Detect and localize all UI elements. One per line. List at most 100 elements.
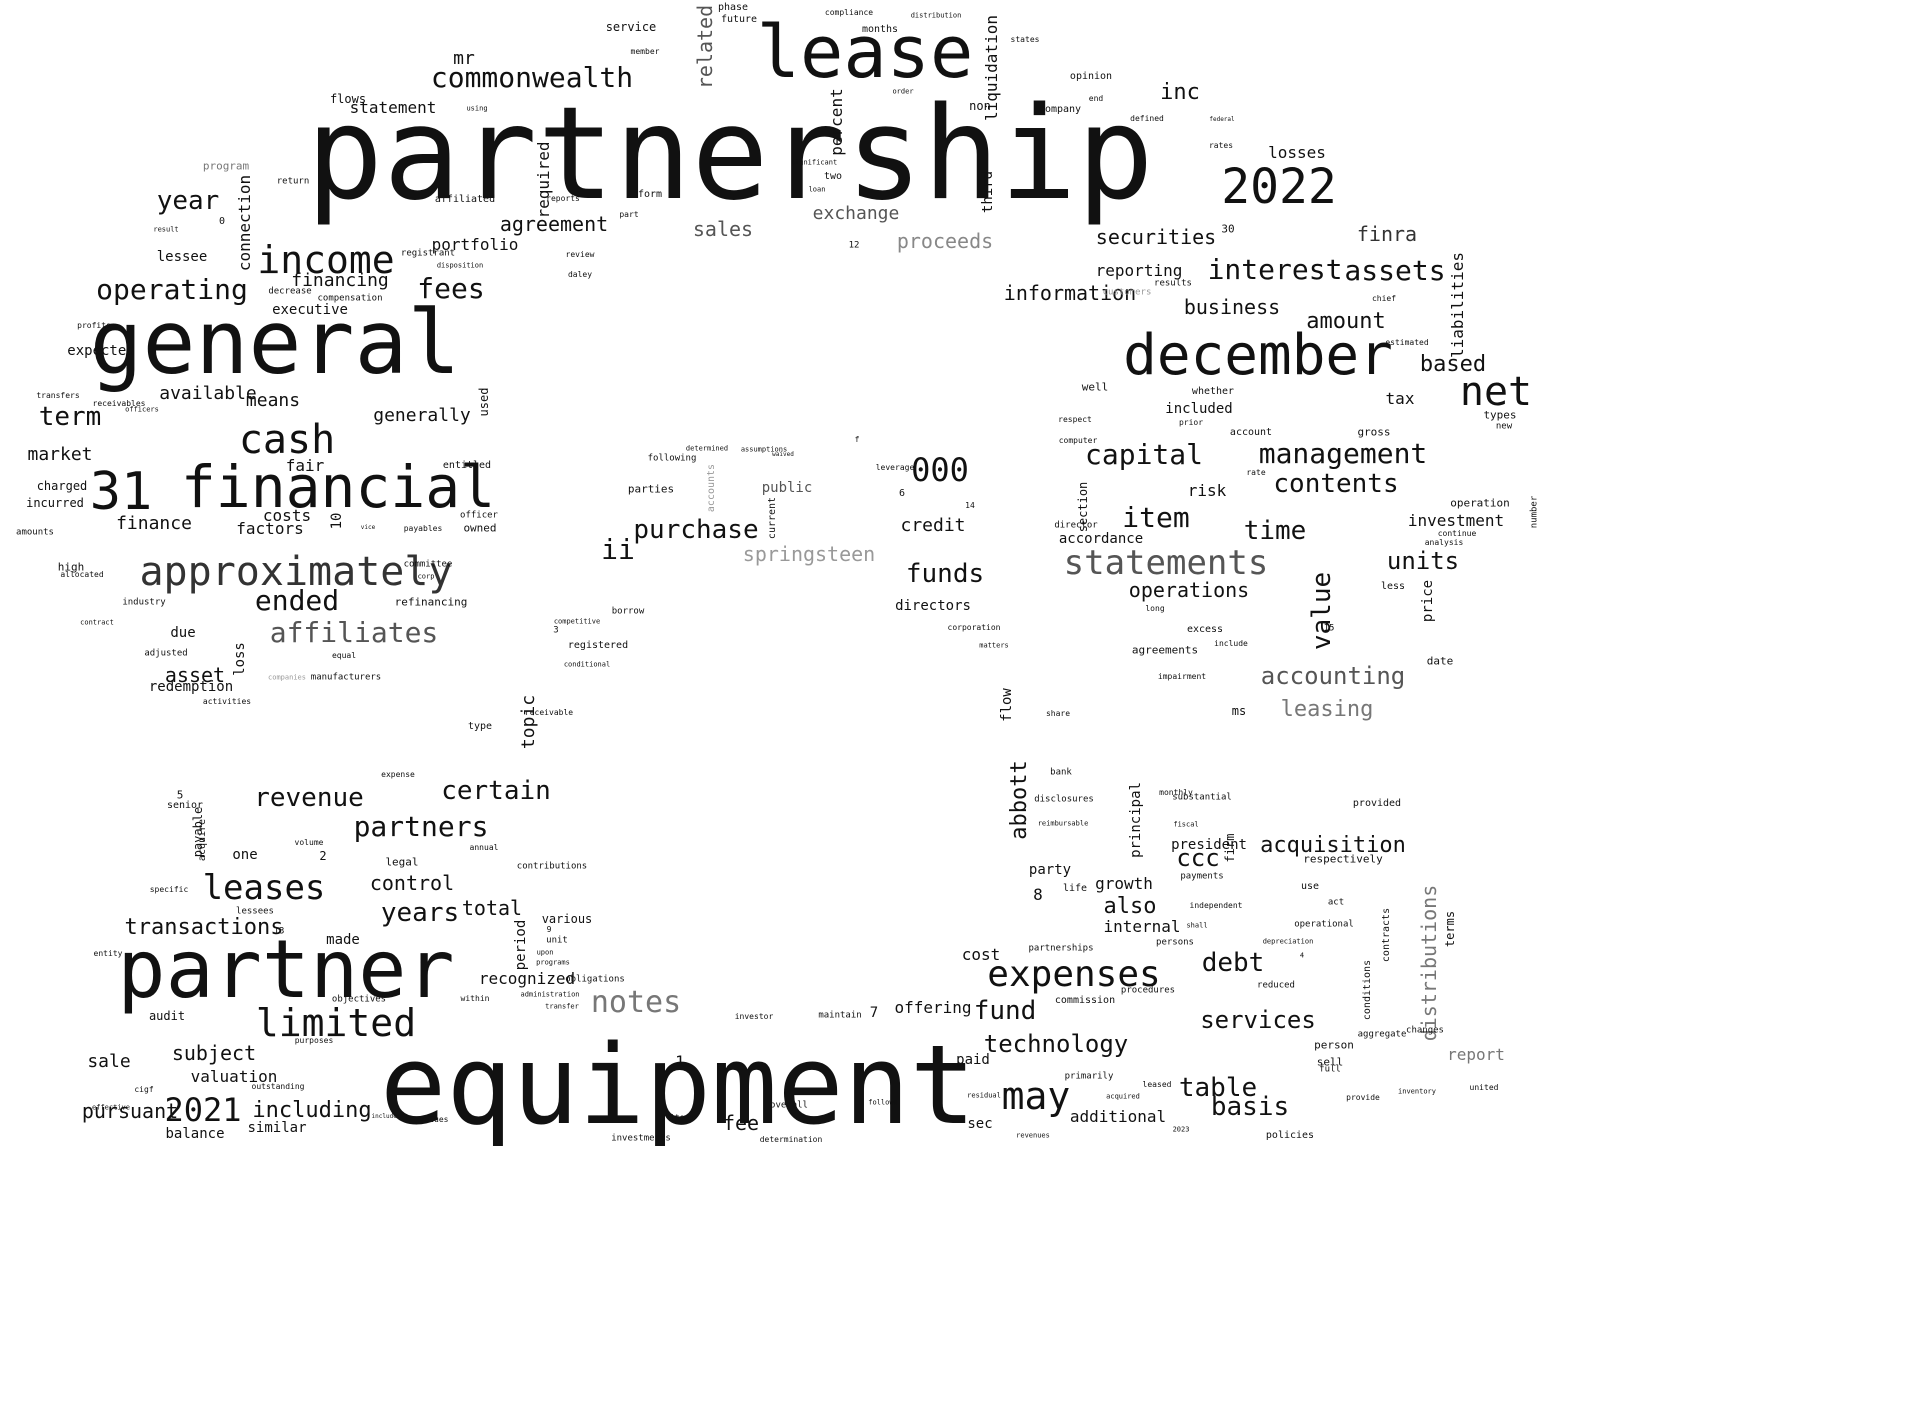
cloud-word: 3 [553, 625, 559, 636]
cloud-word: connection [235, 174, 254, 272]
cloud-word: item [1122, 501, 1190, 534]
cloud-word: risk [1187, 481, 1227, 500]
cloud-word: allocated [60, 570, 104, 579]
cloud-word: ms [1231, 704, 1247, 718]
cloud-word: units [1386, 547, 1460, 575]
cloud-word: exchange [812, 203, 900, 224]
cloud-word: rate [1246, 468, 1266, 477]
cloud-word: funds [905, 559, 985, 589]
cloud-word: daley [567, 270, 593, 279]
cloud-word: registered [567, 640, 629, 651]
cloud-word: subject [171, 1041, 257, 1065]
cloud-word: revenue [254, 783, 364, 813]
cloud-word: borrow [611, 606, 645, 617]
cloud-word: respect [1058, 415, 1092, 424]
cloud-word: shall [1186, 921, 1208, 930]
cloud-word: entity [93, 949, 123, 958]
cloud-word: prior [1178, 418, 1204, 427]
cloud-word: year [156, 186, 220, 216]
cloud-word: transfer [545, 1002, 579, 1011]
cloud-word: services [1200, 1006, 1316, 1034]
cloud-word: accordance [1058, 531, 1144, 547]
cloud-word: 2021 [164, 1091, 242, 1129]
cloud-word: reduced [1257, 980, 1295, 991]
cloud-word: including [252, 1098, 372, 1123]
cloud-word: assets [1344, 254, 1446, 287]
cloud-word: matters [979, 641, 1009, 650]
cloud-word: period [513, 919, 529, 971]
cloud-word: loss [232, 642, 248, 676]
cloud-word: paid [956, 1052, 990, 1068]
cloud-word: months [861, 24, 899, 35]
cloud-word: valuation [190, 1067, 278, 1086]
cloud-word: investor [734, 1012, 774, 1021]
cloud-word: investment [1407, 511, 1505, 530]
cloud-word: volume [294, 838, 324, 847]
cloud-word: audit [148, 1009, 186, 1023]
cloud-word: president [1171, 837, 1247, 853]
cloud-word: made [326, 932, 360, 948]
cloud-word: less [1380, 581, 1406, 592]
cloud-word: full [1319, 1064, 1341, 1075]
cloud-word: future [720, 14, 758, 25]
cloud-word: provide [1346, 1093, 1380, 1102]
cloud-word: computer [1058, 436, 1098, 445]
cloud-word: losses [1268, 143, 1326, 162]
cloud-word: means [245, 390, 301, 411]
cloud-word: current [767, 496, 778, 540]
cloud-word: residual [967, 1091, 1001, 1100]
cloud-word: assumptions [740, 445, 788, 454]
cloud-word: obligations [565, 974, 625, 985]
cloud-word: account [1229, 427, 1273, 438]
cloud-word: sale [87, 1051, 131, 1072]
cloud-word: limited [255, 1001, 417, 1045]
cloud-word: partnerships [1028, 943, 1094, 954]
cloud-word: price [1420, 579, 1436, 623]
cloud-word: using [466, 104, 488, 113]
cloud-word: act [1327, 897, 1345, 908]
cloud-word: fiscal [1173, 820, 1199, 829]
cloud-word: decrease [268, 286, 312, 297]
cloud-word: various [541, 912, 593, 926]
cloud-word: contents [1273, 469, 1399, 499]
cloud-word: result [153, 225, 179, 234]
cloud-word: fund [973, 996, 1037, 1026]
cloud-word: ended [254, 584, 340, 617]
cloud-word: activities [202, 697, 252, 706]
cloud-word: owned [463, 521, 497, 535]
cloud-word: 000 [911, 451, 969, 489]
cloud-word: follows [868, 1098, 898, 1107]
cloud-word: table [1178, 1073, 1258, 1103]
cloud-word: interest [1207, 253, 1343, 286]
cloud-word: end [1088, 94, 1104, 103]
cloud-word: competitive [553, 617, 601, 626]
cloud-word: factors [236, 519, 304, 538]
cloud-word: agreements [1131, 643, 1199, 657]
cloud-word: share [1045, 709, 1071, 718]
cloud-word: leverage [875, 463, 915, 472]
cloud-word: maintain [818, 1010, 862, 1021]
cloud-word: contract [80, 618, 114, 627]
cloud-word: 6 [898, 488, 906, 499]
cloud-word: commonwealth [430, 61, 634, 94]
cloud-word: available [159, 383, 257, 404]
cloud-word: continue [1437, 529, 1477, 538]
cloud-word: parties [627, 482, 675, 496]
cloud-word: notes [590, 985, 682, 1020]
cloud-word: 15 [1323, 623, 1335, 634]
cloud-word: equal [331, 651, 357, 660]
cloud-word: leasing [1280, 697, 1374, 722]
cloud-word: partnership [306, 80, 1154, 229]
cloud-word: ccc [1176, 844, 1220, 872]
cloud-word: adjusted [144, 648, 188, 659]
cloud-word: whether [1191, 386, 1235, 397]
cloud-word: vice [360, 524, 376, 531]
cloud-word: united [1469, 1083, 1499, 1092]
cloud-word: 13 [273, 926, 285, 937]
cloud-word: information [1003, 281, 1137, 305]
cloud-word: reimbursable [1037, 819, 1089, 828]
cloud-word: determined [685, 444, 729, 453]
cloud-word: objectives [331, 994, 387, 1005]
cloud-word: transfers [36, 391, 80, 400]
cloud-word: two [823, 171, 843, 182]
